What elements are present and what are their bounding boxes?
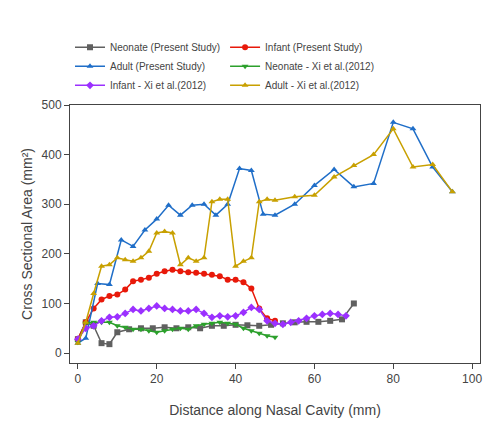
svg-text:20: 20 — [150, 372, 164, 386]
svg-text:200: 200 — [42, 247, 62, 261]
svg-text:Distance along Nasal Cavity (m: Distance along Nasal Cavity (mm) — [169, 402, 381, 418]
svg-text:Cross Sectional Area (mm²): Cross Sectional Area (mm²) — [19, 148, 35, 320]
svg-text:100: 100 — [462, 372, 482, 386]
svg-text:Neonate (Present Study): Neonate (Present Study) — [110, 42, 220, 53]
svg-text:Adult - Xi et al.(2012): Adult - Xi et al.(2012) — [265, 80, 359, 91]
svg-text:80: 80 — [387, 372, 401, 386]
svg-text:Adult (Present Study): Adult (Present Study) — [110, 61, 205, 72]
svg-text:100: 100 — [42, 297, 62, 311]
svg-text:400: 400 — [42, 148, 62, 162]
svg-text:Infant (Present Study): Infant (Present Study) — [265, 42, 362, 53]
svg-text:Neonate - Xi et al.(2012): Neonate - Xi et al.(2012) — [265, 61, 374, 72]
svg-text:0: 0 — [75, 372, 82, 386]
svg-text:0: 0 — [55, 346, 62, 360]
svg-text:60: 60 — [308, 372, 322, 386]
svg-text:500: 500 — [42, 98, 62, 112]
svg-text:40: 40 — [229, 372, 243, 386]
svg-text:300: 300 — [42, 197, 62, 211]
svg-text:Infant - Xi et al.(2012): Infant - Xi et al.(2012) — [110, 80, 206, 91]
